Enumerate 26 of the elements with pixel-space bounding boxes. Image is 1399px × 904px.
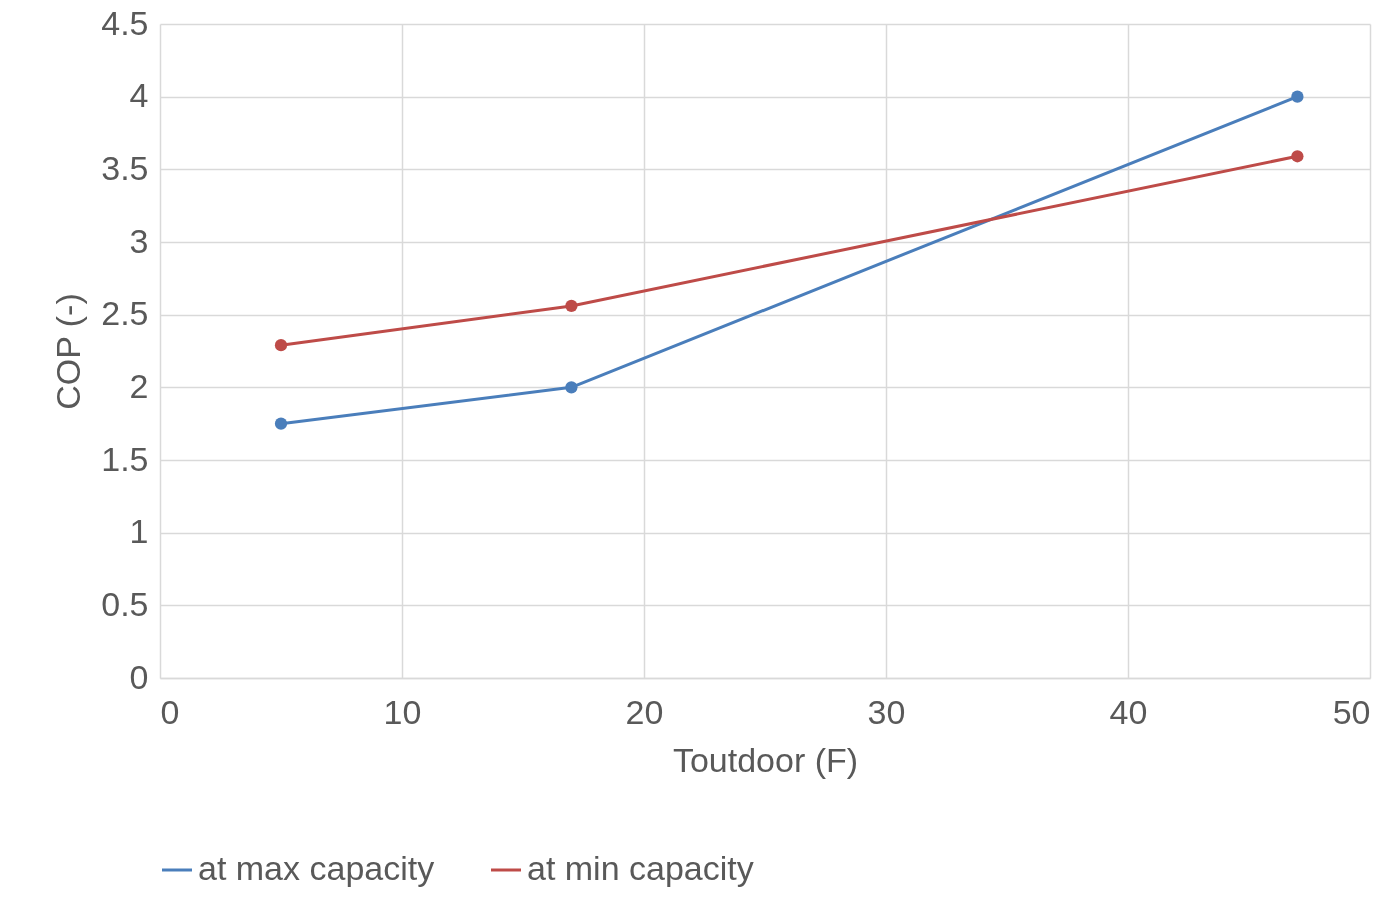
point [274,339,288,352]
y-axis-title: COP (-) [49,293,88,410]
x-tick-label: 40 [1109,692,1148,731]
y-tick-label: 3.5 [101,148,149,187]
x-tick-label: 50 [1332,692,1371,731]
legend-label: at max capacity [198,849,435,887]
point [565,299,578,313]
y-tick-label: 0.5 [101,584,149,623]
y-tick-label: 1.5 [101,439,149,478]
point [1291,90,1304,103]
point [565,381,578,394]
point [1291,150,1304,163]
x-tick-label: 20 [625,692,664,731]
x-tick-label: 30 [867,692,906,731]
y-tick-label: 0 [129,657,149,696]
y-tick-label: 1 [129,512,149,551]
point [274,417,288,430]
y-tick-label: 3 [129,221,149,260]
y-tick-label: 4 [129,76,149,115]
legend-label: at min capacity [527,849,754,887]
x-tick-label: 10 [383,692,422,731]
y-tick-label: 4.5 [101,3,149,42]
x-axis-title: Toutdoor (F) [672,740,859,779]
y-tick-label: 2.5 [101,294,149,333]
x-tick-label: 0 [160,692,180,731]
y-tick-label: 2 [129,366,149,405]
